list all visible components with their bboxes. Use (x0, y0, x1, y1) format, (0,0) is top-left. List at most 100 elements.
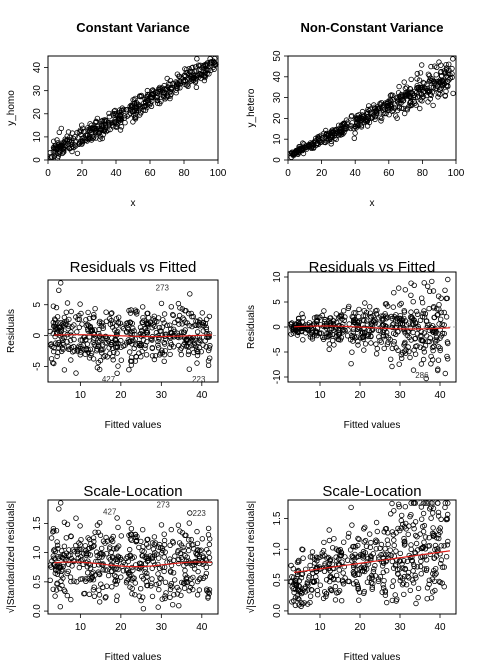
data-point (204, 70, 210, 77)
data-point (410, 500, 417, 506)
data-point (401, 348, 408, 354)
data-point (445, 340, 451, 347)
data-point (68, 357, 74, 363)
annotation-label: 223 (193, 509, 207, 518)
data-point (378, 552, 384, 558)
data-point (150, 87, 156, 93)
data-point (161, 311, 168, 317)
data-point (125, 322, 131, 328)
data-point (205, 358, 212, 364)
data-point (114, 344, 121, 351)
data-point (168, 526, 174, 533)
data-point (403, 582, 410, 588)
data-point (73, 515, 79, 521)
annotation-label: 273 (156, 501, 170, 510)
data-point (430, 525, 436, 531)
data-point (359, 329, 365, 336)
data-point (398, 517, 404, 524)
data-point (65, 323, 72, 329)
data-point (84, 132, 91, 139)
data-point (97, 136, 103, 142)
data-point (194, 56, 200, 62)
data-point (211, 66, 217, 72)
data-point (144, 330, 151, 336)
data-point (346, 530, 352, 537)
data-point (68, 596, 74, 603)
data-point (48, 535, 55, 541)
data-point (178, 579, 185, 586)
data-point (425, 500, 431, 506)
data-point (151, 534, 158, 540)
data-point (443, 88, 449, 95)
annotation-label: 427 (103, 508, 117, 517)
data-point (421, 88, 427, 94)
y-tick-label: 1.5 (32, 516, 43, 530)
data-point (342, 575, 348, 581)
y-tick-label: 0 (272, 157, 283, 163)
y-tick-label: 10 (32, 131, 43, 143)
data-point (326, 332, 333, 338)
data-point (90, 314, 96, 321)
data-point (413, 540, 420, 547)
data-point (367, 544, 373, 551)
data-point (76, 324, 82, 331)
data-point (445, 538, 451, 545)
data-point (149, 325, 155, 331)
data-point (334, 320, 340, 326)
data-point (85, 535, 91, 541)
data-point (154, 100, 161, 106)
data-point (56, 129, 62, 135)
data-point (420, 356, 427, 363)
data-point (118, 574, 124, 580)
data-point (435, 532, 442, 538)
data-point (386, 111, 392, 118)
data-point (58, 320, 64, 326)
data-point (109, 353, 116, 360)
data-point (323, 131, 329, 138)
data-point (191, 349, 197, 356)
data-point (333, 311, 339, 317)
data-point (90, 569, 96, 575)
data-point (417, 531, 423, 537)
data-point (294, 332, 301, 338)
data-point (389, 363, 395, 370)
x-tick-label: 60 (144, 168, 156, 179)
data-point (331, 565, 337, 572)
data-point (367, 310, 373, 316)
x-tick-label: 30 (394, 390, 406, 401)
data-point (47, 562, 54, 568)
data-point (76, 316, 83, 322)
data-point (202, 556, 209, 562)
data-point (313, 574, 319, 580)
data-point (441, 543, 447, 549)
data-point (137, 564, 144, 570)
data-point (356, 112, 362, 118)
data-point (53, 587, 60, 593)
data-point (150, 546, 157, 552)
data-point (342, 121, 348, 128)
data-point (137, 324, 144, 330)
data-point (377, 114, 383, 120)
data-point (167, 339, 174, 346)
data-point (414, 343, 420, 349)
data-point (426, 305, 432, 312)
data-point (306, 575, 312, 581)
data-point (175, 317, 181, 324)
data-point (148, 95, 154, 101)
data-point (413, 102, 419, 108)
data-point (369, 586, 375, 592)
points (47, 280, 213, 376)
data-point (443, 516, 449, 523)
data-point (438, 557, 445, 563)
data-point (402, 330, 408, 336)
data-point (162, 593, 168, 599)
data-point (406, 552, 412, 559)
data-point (132, 534, 139, 541)
data-point (441, 330, 447, 337)
data-point (351, 135, 357, 141)
data-point (149, 337, 155, 343)
plot-box (47, 55, 219, 161)
data-point (189, 562, 195, 569)
data-point (389, 500, 395, 507)
data-point (341, 564, 347, 570)
